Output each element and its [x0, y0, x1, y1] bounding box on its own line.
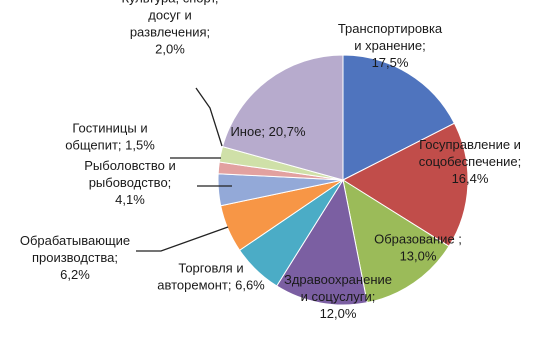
slice-label: Образование ;	[374, 232, 462, 247]
pie-slice	[342, 178, 450, 304]
slice-label: соцобеспечение;	[419, 154, 522, 169]
slice-label: Культура, спорт,	[121, 0, 218, 6]
pie-slice	[341, 122, 469, 247]
slice-label: и хранение;	[354, 38, 426, 53]
pie-slice	[342, 54, 456, 181]
slice-label: 16,4%	[452, 171, 489, 186]
slice-label: рыбоводство;	[89, 175, 172, 190]
slice-label: 12,0%	[320, 306, 357, 321]
slice-label: Иное; 20,7%	[230, 124, 306, 139]
slice-label: Здравоохранение	[284, 272, 392, 287]
slice-label: досуг и	[148, 8, 191, 23]
slice-label: общепит; 1,5%	[65, 138, 155, 153]
slice-label: и соцуслуги;	[301, 289, 376, 304]
slice-label: 13,0%	[400, 249, 437, 264]
slice-label: Госуправление и	[419, 137, 521, 152]
slice-label: Торговля и	[178, 261, 243, 276]
slice-label: Обрабатывающие	[20, 233, 130, 248]
slice-label: 4,1%	[115, 192, 145, 207]
slice-label: 6,2%	[60, 267, 90, 282]
slice-label: 2,0%	[155, 42, 185, 57]
leader-line	[195, 87, 223, 147]
pie-slice	[221, 54, 344, 181]
leader-line	[136, 226, 229, 252]
slice-label: Гостиницы и	[72, 121, 147, 136]
slice-label: производства;	[32, 250, 118, 265]
slice-label: Рыболовство и	[84, 158, 175, 173]
slice-label: авторемонт; 6,6%	[157, 278, 265, 293]
slice-label: развлечения;	[130, 25, 210, 40]
slice-label: Транспортировка	[338, 21, 443, 36]
pie-slice	[276, 178, 368, 306]
slice-label: 17,5%	[372, 55, 409, 70]
